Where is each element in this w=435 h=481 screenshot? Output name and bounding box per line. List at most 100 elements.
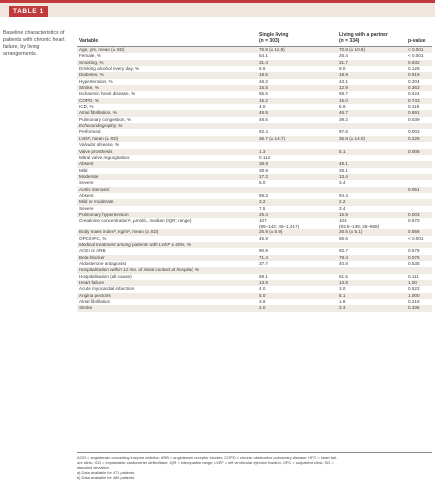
row-label-text: Medical treatment among patients with LV…: [79, 241, 191, 247]
row-label: Absent: [79, 193, 93, 199]
cell-single-text: 48.2: [259, 78, 268, 84]
table-row: Atrial fibrillation 3.6 1.8 0.218: [77, 299, 432, 305]
cell-pvalue-text: 0.119: [408, 104, 420, 110]
cell-single: 37.7: [259, 261, 268, 267]
cell-single-text: 76.9 (± 11.9): [259, 47, 285, 52]
row-label: Heart failure: [79, 280, 104, 286]
cell-partner-text: 13.4: [339, 173, 348, 179]
row-label-text: Ischaemic heart disease, %: [79, 91, 136, 97]
row-label: Acute myocardial infarction: [79, 286, 134, 292]
cell-single-text: 37.7: [259, 261, 268, 266]
cell-single-text: 89.3: [259, 192, 268, 198]
row-label-text: Angina pectoris: [79, 292, 111, 298]
cell-single-text: 25.9 (± 5.9): [259, 229, 283, 235]
row-label: Absent: [79, 161, 93, 167]
table-label-badge: TABLE 1: [9, 6, 48, 17]
table-row: Drinking alcohol every day, % 5.6 9.0 0.129: [77, 66, 432, 72]
cell-partner-text: 35.8 (± 14.0): [339, 135, 366, 141]
cell-single: 89.3: [259, 193, 268, 199]
cell-pvalue-text: 0.051: [408, 186, 420, 192]
cell-partner: 3.0: [339, 286, 345, 292]
cell-pvalue-text: 0.691: [408, 110, 420, 116]
cell-partner: 5.1: [339, 149, 345, 155]
footnote-line: ure clinic; ICD = implantable cardiovert…: [77, 459, 334, 465]
row-label: Severe: [79, 206, 94, 212]
cell-single: 58.1: [259, 274, 268, 280]
cell-partner: 3.4: [339, 180, 345, 186]
cell-single-text: 5.0: [259, 292, 266, 298]
cell-partner: 46.7: [339, 110, 348, 116]
row-label-text: Hospitalisation within 12 mo. of initial…: [79, 267, 200, 273]
table-row: Hypertension, % 48.2 43.1 0.204: [77, 79, 432, 85]
cell-single: 15.5: [259, 85, 268, 91]
col-header-single-title: Single living: [259, 32, 289, 38]
cell-partner-text: 70.8 (± 10.8): [339, 47, 366, 52]
cell-partner-text: 2.2: [339, 199, 346, 205]
cell-partner-text: 26.4: [339, 53, 348, 59]
cell-pvalue-text: 0.228: [408, 135, 420, 141]
cell-single-text: 55.5: [259, 91, 268, 97]
cell-partner-text: 6.9: [339, 104, 346, 110]
row-label: Stroke, %: [79, 85, 99, 91]
row-label-text: Aortic stenosis:: [79, 186, 111, 192]
row-label: Ischaemic heart disease, %: [79, 91, 135, 97]
row-label-text: OPC/HFC, %: [79, 235, 107, 241]
table-footnotes: ACEI = angiotensin converting enzyme inh…: [77, 452, 432, 481]
row-label: ACEI or ARB: [79, 248, 106, 254]
row-label: Pulmonary hypertension: [79, 212, 129, 218]
col-header-single: Single living (n = 303): [259, 32, 289, 44]
table-section-row: Echocardiography, %: [77, 123, 432, 130]
footnote-line: ACEI = angiotensin converting enzyme inh…: [77, 454, 337, 460]
cell-partner-text: 9.0: [339, 66, 346, 72]
cell-pvalue: 0.218: [408, 299, 420, 305]
cell-single: 92.4: [259, 129, 268, 135]
row-label: Creatinine concentrationᵃ, µmol/L, media…: [79, 218, 191, 224]
table-row: Valve prosthesis 1.3 5.1 0.008: [77, 148, 432, 155]
row-label-text: Acute myocardial infarction: [79, 286, 135, 292]
cell-partner-text: 40.8: [339, 261, 348, 266]
row-label-text: Heart failure: [79, 280, 105, 286]
footnote-line: standard deviation.: [77, 464, 110, 470]
row-label-text: Age, yrs, mean (± SD): [79, 47, 125, 52]
cell-single-text: 92.4: [259, 129, 268, 135]
cell-partner-text: 51.5: [339, 273, 348, 279]
table-row: LVEF, mean (± SD) 36.7 (± 14.7) 35.8 (± 14…: [77, 135, 432, 143]
row-label: Aortic stenosis:: [79, 187, 110, 193]
cell-pvalue-text: 1.000: [408, 292, 420, 298]
data-table: Variable Single living (n = 303) Living …: [77, 31, 432, 312]
cell-single-text: 36.7 (± 14.7): [259, 135, 286, 141]
cell-partner-text: 5.1: [339, 292, 346, 298]
row-label: Angina pectoris: [79, 293, 111, 299]
table-row: Angina pectoris 5.0 5.1 1.000: [77, 292, 432, 300]
cell-partner: 13.8: [339, 280, 348, 286]
col-header-single-n: (n = 303): [259, 37, 280, 44]
row-label-text: Aldosterone antagonist: [79, 261, 126, 266]
cell-partner: 70.8 (± 10.8): [339, 47, 365, 53]
cell-partner-text: 13.8: [339, 280, 348, 286]
row-label-text: Creatinine concentrationᵃ, µmol/L, media…: [79, 218, 192, 224]
cell-pvalue-text: 0.919: [408, 72, 420, 78]
table-section-row: Hospitalisation within 12 mo. of initial…: [77, 267, 432, 274]
cell-pvalue: < 0.001: [408, 236, 423, 242]
cell-single: 4.0: [259, 104, 265, 110]
row-label: COPD, %: [79, 98, 99, 104]
table-head: Variable Single living (n = 303) Living …: [77, 31, 432, 47]
cell-single-text: 4.0: [259, 104, 266, 110]
cell-pvalue: 0.919: [408, 72, 420, 78]
row-label-text: Stroke: [79, 305, 93, 311]
row-label-text: ICD, %: [79, 104, 94, 110]
cell-partner-text: 15.0: [339, 97, 348, 103]
cell-partner: 6.9: [339, 104, 345, 110]
cell-partner: 58.7: [339, 91, 348, 97]
cell-partner-text: 1.8: [339, 299, 346, 305]
cell-single-range-text: (85–142; 45–1,417): [259, 223, 300, 229]
cell-partner: 79.4: [339, 255, 348, 261]
table-row: Pulmonary hypertension 25.4 15.9 0.003: [77, 211, 432, 219]
row-label: Body mass indexᵇ, kg/m², mean (± SD): [79, 229, 158, 235]
row-label: Moderate: [79, 174, 98, 180]
table-row: Mitral valve regurgitation: 0.112: [77, 155, 432, 161]
cell-partner-text: 94.4: [339, 192, 348, 198]
cell-single-text: 38.9: [259, 161, 268, 167]
cell-single-text: 31.4: [259, 59, 268, 65]
cell-partner-text: 79.4: [339, 254, 348, 260]
